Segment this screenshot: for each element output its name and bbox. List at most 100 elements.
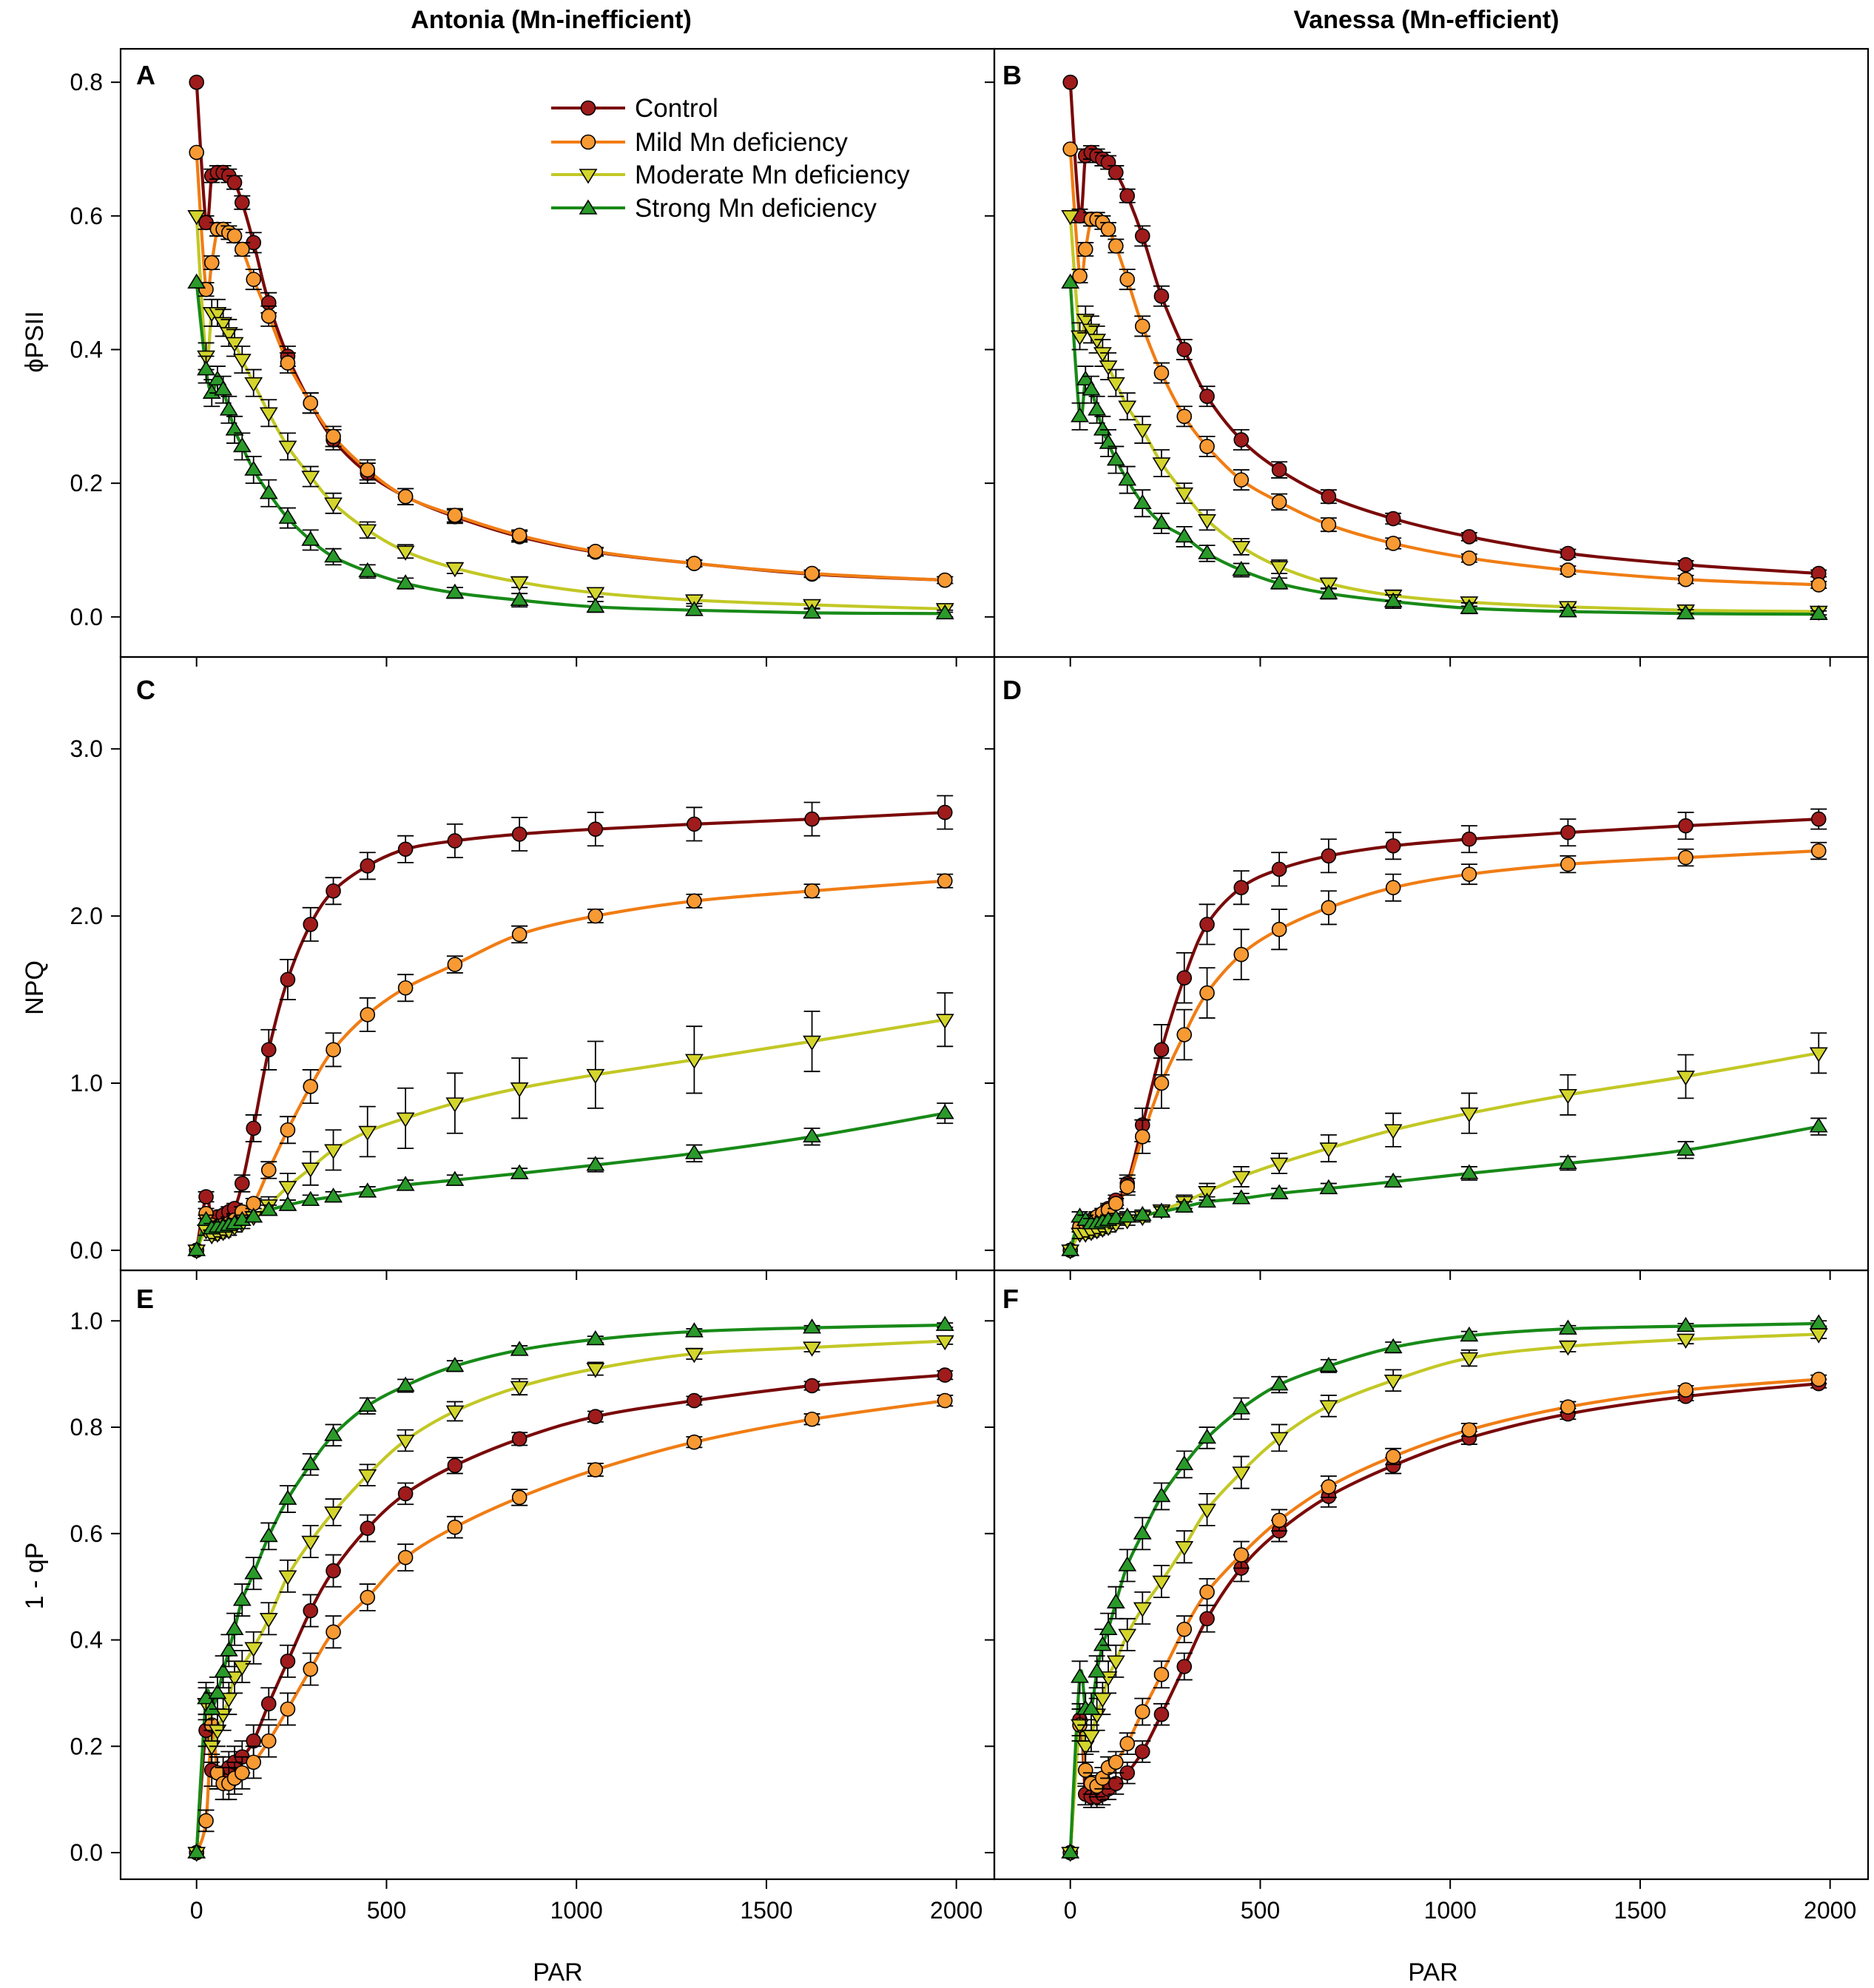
data-point-c-strong-mn-deficiency-15 bbox=[445, 1170, 465, 1186]
data-point-e-strong-mn-deficiency-4 bbox=[214, 1662, 233, 1678]
data-point-d-moderate-mn-deficiency-18 bbox=[1558, 1089, 1577, 1105]
data-point-f-moderate-mn-deficiency-14 bbox=[1270, 1432, 1289, 1447]
series-line-b-strong-mn-deficiency bbox=[1068, 283, 1819, 616]
series-line-e-moderate-mn-deficiency bbox=[195, 1339, 946, 1853]
data-point-a-strong-mn-deficiency-10 bbox=[278, 508, 297, 524]
series-line-d-mild-mn-deficiency bbox=[1068, 849, 1819, 1251]
series-markers-e-control bbox=[189, 1367, 954, 1861]
data-point-f-moderate-mn-deficiency-8 bbox=[1118, 1628, 1137, 1644]
x-tick-label-f-500: 500 bbox=[1241, 1897, 1280, 1924]
data-point-b-strong-mn-deficiency-16 bbox=[1383, 592, 1403, 607]
data-point-a-mild-mn-deficiency-16 bbox=[511, 528, 528, 543]
data-point-b-control-16 bbox=[1385, 511, 1401, 527]
data-point-f-strong-mn-deficiency-13 bbox=[1232, 1399, 1251, 1415]
data-point-b-mild-mn-deficiency-8 bbox=[1119, 272, 1136, 287]
data-point-b-strong-mn-deficiency-8 bbox=[1118, 471, 1137, 486]
data-point-b-mild-mn-deficiency-20 bbox=[1810, 577, 1827, 593]
data-point-f-mild-mn-deficiency-18 bbox=[1560, 1399, 1576, 1415]
data-point-c-mild-mn-deficiency-15 bbox=[447, 957, 463, 972]
data-point-c-strong-mn-deficiency-14 bbox=[396, 1176, 415, 1191]
data-point-b-strong-mn-deficiency-5 bbox=[1093, 420, 1112, 436]
data-point-c-control-16 bbox=[511, 826, 528, 842]
data-point-b-moderate-mn-deficiency-6 bbox=[1099, 360, 1118, 376]
data-point-b-moderate-mn-deficiency-5 bbox=[1093, 347, 1112, 363]
data-point-c-moderate-mn-deficiency-18 bbox=[684, 1054, 704, 1069]
data-point-f-mild-mn-deficiency-11 bbox=[1176, 1621, 1193, 1637]
data-point-a-moderate-mn-deficiency-6 bbox=[225, 337, 244, 352]
data-point-b-strong-mn-deficiency-7 bbox=[1106, 450, 1125, 466]
data-point-e-strong-mn-deficiency-0 bbox=[187, 1843, 206, 1859]
data-point-f-mild-mn-deficiency-10 bbox=[1153, 1666, 1170, 1682]
data-point-f-mild-mn-deficiency-13 bbox=[1233, 1547, 1250, 1563]
data-point-b-control-10 bbox=[1153, 288, 1170, 304]
data-point-c-control-13 bbox=[360, 858, 376, 874]
data-point-b-control-19 bbox=[1678, 557, 1693, 573]
legend-label-strong: Strong Mn deficiency bbox=[635, 194, 877, 223]
data-point-f-moderate-mn-deficiency-12 bbox=[1198, 1503, 1216, 1519]
data-point-f-strong-mn-deficiency-12 bbox=[1198, 1428, 1216, 1444]
panel-letter-a: A bbox=[136, 60, 155, 90]
data-point-a-moderate-mn-deficiency-4 bbox=[214, 317, 233, 332]
data-point-b-mild-mn-deficiency-11 bbox=[1176, 408, 1193, 425]
legend-label-moderate: Moderate Mn deficiency bbox=[635, 161, 910, 189]
data-point-a-strong-mn-deficiency-18 bbox=[684, 601, 704, 616]
data-point-a-mild-mn-deficiency-8 bbox=[246, 272, 262, 287]
data-point-f-strong-mn-deficiency-9 bbox=[1133, 1524, 1152, 1540]
data-point-a-strong-mn-deficiency-3 bbox=[208, 370, 227, 385]
data-point-d-control-17 bbox=[1461, 831, 1477, 847]
data-point-c-control-15 bbox=[447, 833, 463, 849]
data-point-c-moderate-mn-deficiency-13 bbox=[358, 1125, 377, 1142]
data-point-f-mild-mn-deficiency-9 bbox=[1134, 1704, 1150, 1719]
data-point-c-moderate-mn-deficiency-16 bbox=[510, 1082, 529, 1098]
data-point-f-moderate-mn-deficiency-7 bbox=[1106, 1655, 1125, 1671]
data-point-e-moderate-mn-deficiency-2 bbox=[202, 1740, 221, 1756]
data-point-a-moderate-mn-deficiency-13 bbox=[358, 524, 377, 539]
data-point-f-control-10 bbox=[1153, 1706, 1170, 1722]
data-point-c-control-14 bbox=[397, 841, 414, 857]
series-line-a-strong-mn-deficiency bbox=[195, 282, 946, 616]
data-point-e-moderate-mn-deficiency-16 bbox=[510, 1381, 529, 1396]
data-point-e-control-18 bbox=[687, 1392, 702, 1409]
series-markers-c-mild-mn-deficiency bbox=[189, 873, 954, 1258]
y-axis-label-phipsii: ϕPSII bbox=[21, 311, 49, 372]
data-point-f-moderate-mn-deficiency-10 bbox=[1152, 1575, 1171, 1591]
data-point-c-moderate-mn-deficiency-12 bbox=[324, 1144, 343, 1159]
data-point-f-control-11 bbox=[1176, 1659, 1193, 1674]
data-point-e-strong-mn-deficiency-3 bbox=[208, 1683, 227, 1699]
column-title-vanessa: Vanessa (Mn-efficient) bbox=[1294, 6, 1560, 34]
data-point-c-strong-mn-deficiency-13 bbox=[358, 1182, 377, 1198]
series-markers-f-control bbox=[1062, 1375, 1827, 1861]
data-point-a-moderate-mn-deficiency-16 bbox=[510, 576, 529, 592]
data-point-c-control-10 bbox=[280, 971, 296, 988]
series-markers-c-moderate-mn-deficiency bbox=[187, 992, 954, 1260]
data-point-f-strong-mn-deficiency-19 bbox=[1676, 1316, 1695, 1332]
data-point-b-strong-mn-deficiency-2 bbox=[1076, 370, 1095, 385]
data-point-e-moderate-mn-deficiency-7 bbox=[232, 1660, 252, 1677]
data-point-c-mild-mn-deficiency-9 bbox=[260, 1162, 277, 1178]
data-point-b-strong-mn-deficiency-3 bbox=[1082, 380, 1101, 396]
panel-letter-d: D bbox=[1002, 675, 1022, 705]
data-point-d-strong-mn-deficiency-9 bbox=[1133, 1205, 1152, 1222]
data-point-b-moderate-mn-deficiency-4 bbox=[1088, 334, 1107, 349]
data-point-e-strong-mn-deficiency-10 bbox=[278, 1489, 297, 1505]
panel-a: 0.0 0.2 0.4 0.6 0.8 bbox=[70, 47, 996, 667]
data-point-a-strong-mn-deficiency-4 bbox=[214, 380, 233, 396]
legend-label-control: Control bbox=[635, 94, 718, 123]
data-point-b-moderate-mn-deficiency-2 bbox=[1076, 314, 1095, 329]
data-point-d-moderate-mn-deficiency-16 bbox=[1383, 1124, 1403, 1139]
data-point-c-strong-mn-deficiency-20 bbox=[935, 1104, 954, 1119]
data-point-e-moderate-mn-deficiency-9 bbox=[259, 1612, 278, 1628]
data-point-e-mild-mn-deficiency-18 bbox=[687, 1434, 702, 1450]
data-point-d-moderate-mn-deficiency-19 bbox=[1676, 1071, 1695, 1086]
data-point-b-mild-mn-deficiency-0 bbox=[1062, 141, 1078, 157]
data-point-e-mild-mn-deficiency-15 bbox=[447, 1519, 463, 1535]
data-point-e-moderate-mn-deficiency-15 bbox=[445, 1405, 465, 1421]
data-point-d-strong-mn-deficiency-18 bbox=[1558, 1153, 1577, 1170]
x-tick-label-e-1500: 1500 bbox=[740, 1897, 792, 1924]
data-point-c-moderate-mn-deficiency-14 bbox=[396, 1112, 415, 1128]
data-point-c-strong-mn-deficiency-9 bbox=[259, 1201, 278, 1216]
data-point-e-moderate-mn-deficiency-14 bbox=[396, 1435, 415, 1450]
data-point-b-strong-mn-deficiency-18 bbox=[1558, 602, 1577, 618]
x-tick-label-e-2000: 2000 bbox=[930, 1897, 982, 1924]
